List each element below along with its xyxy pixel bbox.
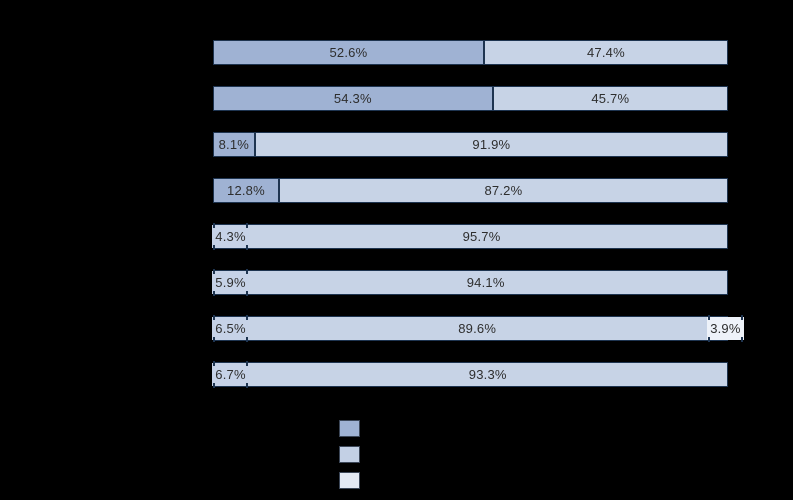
chip-tick: [246, 223, 248, 228]
chip-tick: [213, 291, 215, 296]
segment-label: 45.7%: [591, 91, 630, 106]
chip-tick: [740, 337, 743, 342]
segment-label: 87.2%: [484, 183, 523, 198]
bar-segment: 45.7%: [492, 86, 728, 111]
bar-row: 12.8% 87.2%: [213, 178, 728, 203]
chip-tick: [213, 245, 215, 250]
bar-segment: 5.9%: [212, 269, 249, 296]
segment-label: 12.8%: [227, 183, 265, 198]
chip-tick: [707, 337, 710, 342]
bar-segment: 89.6%: [246, 316, 708, 341]
chip-tick: [213, 223, 215, 228]
segment-label: 91.9%: [472, 137, 511, 152]
bar-segment: 6.7%: [212, 361, 249, 388]
legend-swatch: [339, 446, 360, 463]
bar-segment: 54.3%: [213, 86, 493, 111]
plot-area: 52.6% 47.4% 54.3% 45.7% 8.1% 91.9% 12.8% 87.2% 4…: [212, 40, 744, 388]
chip-tick: [707, 315, 710, 320]
bar-segment: 4.3%: [212, 223, 249, 250]
bar-segment: 93.3%: [247, 362, 728, 387]
chip-tick: [213, 361, 215, 366]
chip-tick: [246, 291, 248, 296]
bar-row: 6.5% 89.6% 3.9%: [212, 315, 744, 342]
bar-segment: 12.8%: [213, 178, 279, 203]
segment-label-chip: 6.5%: [212, 315, 249, 342]
segment-label-chip: 6.7%: [212, 361, 249, 388]
bar-row: 4.3% 95.7%: [212, 223, 728, 250]
bar-row: 54.3% 45.7%: [213, 86, 728, 111]
segment-label: 95.7%: [462, 229, 501, 244]
chip-tick: [213, 383, 215, 388]
segment-label: 6.5%: [215, 321, 246, 336]
segment-label-chip: 5.9%: [212, 269, 249, 296]
bar-row: 52.6% 47.4%: [213, 40, 728, 65]
bar-segment: 47.4%: [483, 40, 728, 65]
bar-row: 8.1% 91.9%: [213, 132, 728, 157]
bar-segment: 87.2%: [278, 178, 728, 203]
chip-tick: [213, 315, 215, 320]
segment-label: 4.3%: [215, 229, 246, 244]
bar-row: 6.7% 93.3%: [212, 361, 728, 388]
segment-label: 94.1%: [466, 275, 505, 290]
segment-label: 89.6%: [458, 321, 497, 336]
segment-label: 8.1%: [218, 137, 250, 152]
bar-segment: 6.5%: [212, 315, 249, 342]
chip-tick: [246, 269, 248, 274]
legend-swatch: [339, 420, 360, 437]
segment-label: 3.9%: [710, 321, 741, 336]
bar-segment: 8.1%: [213, 132, 255, 157]
segment-label: 5.9%: [215, 275, 246, 290]
bar-segment: 95.7%: [235, 224, 728, 249]
chip-tick: [246, 315, 248, 320]
segment-label: 47.4%: [586, 45, 625, 60]
segment-label: 54.3%: [333, 91, 372, 106]
chip-tick: [246, 361, 248, 366]
legend: [339, 420, 360, 489]
chip-tick: [213, 269, 215, 274]
segment-label: 93.3%: [468, 367, 507, 382]
chip-tick: [246, 245, 248, 250]
legend-swatch: [339, 472, 360, 489]
bar-segment: 94.1%: [243, 270, 728, 295]
bar-row: 5.9% 94.1%: [212, 269, 728, 296]
chip-tick: [213, 337, 215, 342]
bar-segment: 52.6%: [213, 40, 484, 65]
bar-segment: 91.9%: [254, 132, 728, 157]
bar-segment: 3.9%: [706, 315, 744, 342]
segment-label: 52.6%: [329, 45, 368, 60]
segment-label-chip: 3.9%: [706, 315, 744, 342]
chip-tick: [740, 315, 743, 320]
chip-tick: [246, 337, 248, 342]
segment-label-chip: 4.3%: [212, 223, 249, 250]
chip-tick: [246, 383, 248, 388]
segment-label: 6.7%: [215, 367, 246, 382]
